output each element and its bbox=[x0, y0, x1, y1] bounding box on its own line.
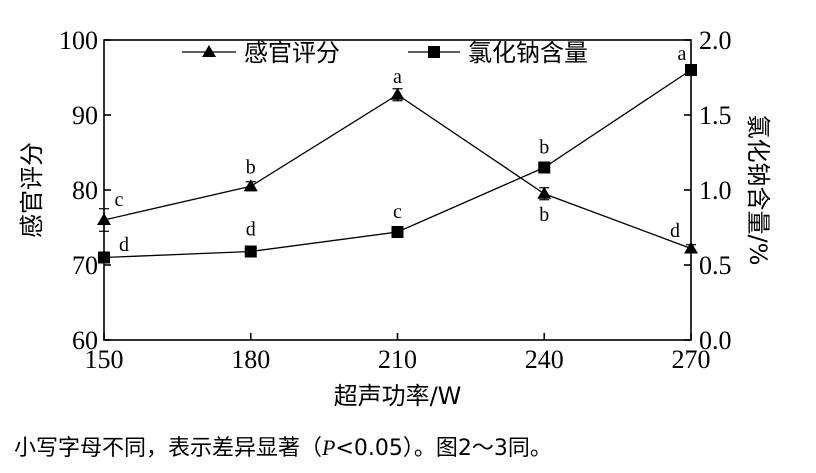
data-point bbox=[537, 186, 552, 199]
y-right-tick-label: 1.5 bbox=[699, 101, 732, 130]
x-tick-label: 270 bbox=[672, 345, 711, 374]
chart-figure: 150 180 210 240 270 60 70 80 90 100 0.0 0.5 1.0 1.5 2.… bbox=[18, 26, 772, 410]
y-right-tick-label: 0.5 bbox=[699, 251, 732, 280]
x-tick-label: 240 bbox=[525, 345, 564, 374]
significance-label: d bbox=[119, 234, 129, 256]
legend-marker bbox=[428, 46, 440, 58]
series-1 bbox=[97, 87, 698, 254]
significance-label: d bbox=[246, 219, 256, 241]
x-tick-label: 150 bbox=[85, 345, 124, 374]
data-point bbox=[538, 161, 551, 174]
legend-marker bbox=[202, 45, 216, 57]
y-right-tick-label: 0.0 bbox=[699, 326, 732, 355]
data-point bbox=[684, 241, 698, 254]
significance-label: b bbox=[539, 137, 549, 159]
y-right-tick-label: 2.0 bbox=[699, 26, 732, 55]
y-left-tick-label: 80 bbox=[72, 176, 98, 205]
y-left-axis-title: 感官评分 bbox=[18, 142, 46, 238]
legend-label: 氯化钠含量 bbox=[468, 39, 588, 67]
y-left-tick-label: 90 bbox=[72, 101, 98, 130]
significance-label: d bbox=[670, 220, 680, 242]
legend-label: 感官评分 bbox=[244, 39, 340, 67]
significance-label: b bbox=[539, 204, 549, 226]
x-tick-label: 210 bbox=[378, 345, 417, 374]
chart-series-layer: c b a b d d d c b a bbox=[97, 43, 698, 264]
y-left-tick-label: 100 bbox=[59, 26, 98, 55]
caption-text-after: <0.05）。图2～3同。 bbox=[335, 436, 552, 461]
y-right-tick-label: 1.0 bbox=[699, 176, 732, 205]
significance-label: c bbox=[393, 201, 402, 223]
y-left-tick-label: 70 bbox=[72, 251, 98, 280]
significance-label: c bbox=[115, 189, 124, 211]
series-line bbox=[103, 93, 692, 250]
chart-legend: 感官评分 氯化钠含量 bbox=[182, 39, 588, 67]
significance-label: a bbox=[678, 43, 687, 65]
series-2 bbox=[98, 64, 697, 264]
data-point bbox=[98, 251, 110, 264]
significance-label: b bbox=[246, 156, 256, 178]
chart-axes: 150 180 210 240 270 60 70 80 90 100 0.0 0.5 1.0 1.5 2.… bbox=[18, 26, 772, 410]
data-point bbox=[244, 245, 257, 258]
data-point bbox=[243, 179, 258, 192]
data-point bbox=[97, 213, 111, 225]
y-left-tick-label: 60 bbox=[72, 326, 98, 355]
data-point bbox=[391, 226, 404, 238]
significance-label: a bbox=[393, 66, 402, 88]
data-point bbox=[685, 64, 697, 76]
x-tick-label: 180 bbox=[231, 345, 270, 374]
x-axis-title: 超声功率/W bbox=[334, 382, 462, 410]
figure-caption: 小写字母不同，表示差异显著（P<0.05）。图2～3同。 bbox=[14, 430, 552, 462]
caption-text-before: 小写字母不同，表示差异显著（ bbox=[14, 436, 323, 461]
y-right-axis-title: 氯化钠含量/% bbox=[744, 115, 772, 266]
data-point bbox=[390, 87, 405, 100]
caption-p-symbol: P bbox=[322, 435, 336, 460]
